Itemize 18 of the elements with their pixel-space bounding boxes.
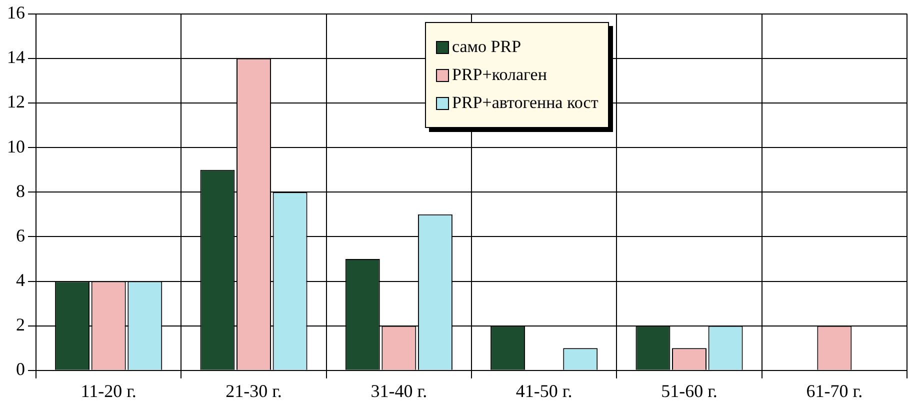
x-tick-label: 51-60 г.	[661, 380, 718, 401]
y-tick-label: 2	[16, 314, 25, 335]
x-tick-label: 41-50 г.	[516, 380, 572, 401]
legend-label: PRP+колаген	[452, 65, 547, 85]
x-tick-label: 61-70 г.	[806, 380, 863, 401]
x-tick-label: 21-30 г.	[226, 380, 282, 401]
y-tick-label: 8	[16, 180, 25, 201]
legend-label: само PRP	[452, 37, 522, 57]
y-tick-label: 16	[7, 2, 25, 23]
y-tick-label: 0	[16, 359, 25, 380]
y-tick-label: 12	[7, 92, 25, 112]
x-tick-label: 11-20 г.	[80, 380, 136, 401]
y-tick-label: 14	[7, 47, 25, 68]
x-tick-label: 31-40 г.	[370, 380, 428, 401]
y-tick-label: 4	[16, 270, 25, 290]
y-tick-label: 6	[16, 225, 25, 246]
y-tick-label: 10	[7, 136, 25, 156]
legend-label: PRP+автогенна кост	[452, 93, 598, 113]
